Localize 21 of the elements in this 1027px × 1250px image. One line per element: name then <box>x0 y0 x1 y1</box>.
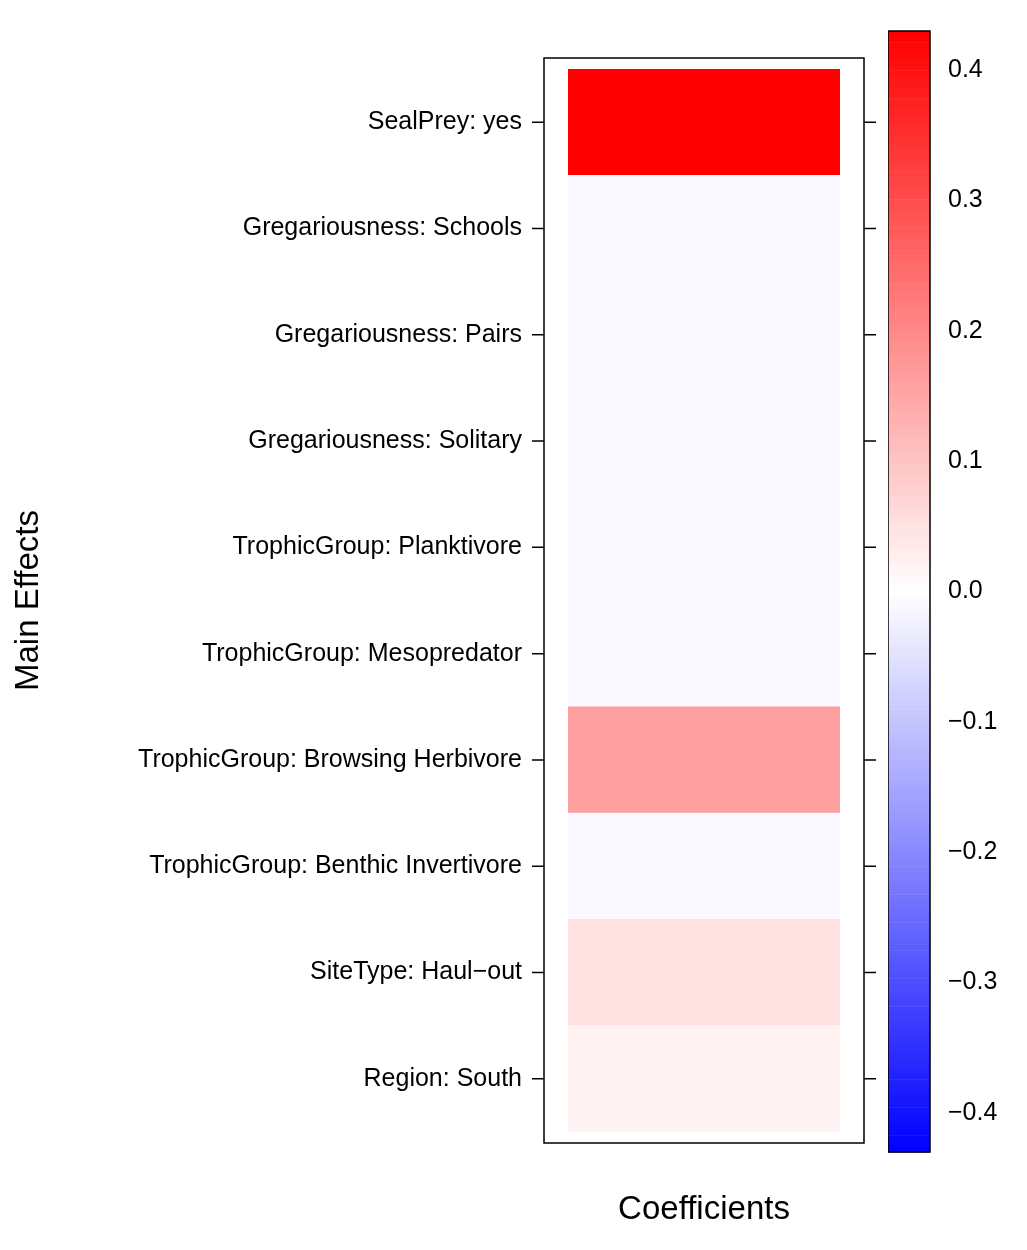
y-tick-label: TrophicGroup: Browsing Herbivore <box>138 743 522 772</box>
y-tick-label: TrophicGroup: Mesopredator <box>201 637 522 666</box>
y-tick-label: Region: South <box>363 1062 522 1091</box>
y-tick-label: TrophicGroup: Benthic Invertivore <box>149 850 522 879</box>
color-bar-label: −0.1 <box>948 705 998 734</box>
color-bar-label: −0.2 <box>948 836 998 865</box>
y-tick-label: Gregariousness: Schools <box>242 212 522 241</box>
color-bar-label: 0.3 <box>948 184 983 213</box>
color-bar-label: 0.1 <box>948 445 983 474</box>
y-tick-label: SiteType: Haul−out <box>310 956 523 985</box>
color-bar-label: 0.0 <box>948 575 983 604</box>
y-tick-label: Gregariousness: Pairs <box>274 318 522 347</box>
color-bar-label: 0.4 <box>948 54 983 82</box>
y-tick-label: TrophicGroup: Planktivore <box>232 531 522 560</box>
color-bar-label: −0.4 <box>948 1096 998 1125</box>
color-bar-label: −0.3 <box>948 966 998 995</box>
x-axis-title: Coefficients <box>618 1189 790 1226</box>
y-axis-title: Main Effects <box>8 510 45 691</box>
y-tick-label: SealPrey: yes <box>367 106 522 135</box>
y-tick-label: Gregariousness: Solitary <box>248 424 523 453</box>
color-bar-label: 0.2 <box>948 314 983 343</box>
